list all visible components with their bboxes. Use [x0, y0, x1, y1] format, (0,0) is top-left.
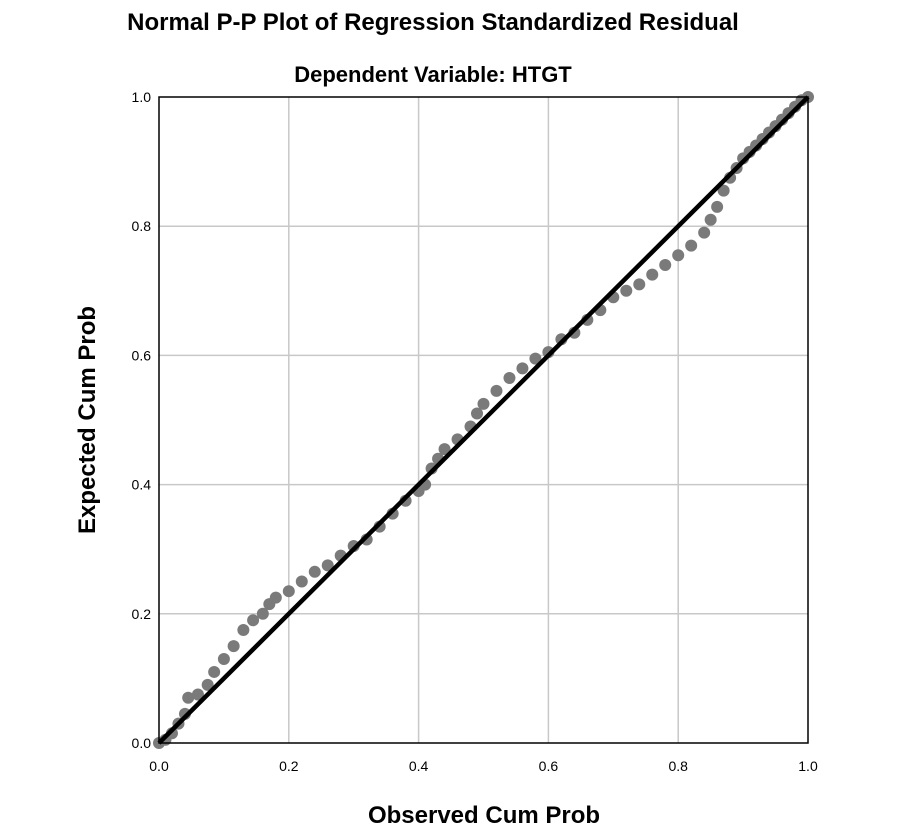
y-tick-label: 0.6	[132, 347, 152, 363]
x-axis-label: Observed Cum Prob	[368, 802, 600, 825]
x-tick-label: 0.0	[149, 758, 169, 774]
data-point	[503, 372, 516, 385]
y-tick-label: 1.0	[132, 89, 152, 105]
data-point	[698, 226, 711, 239]
data-point	[659, 258, 672, 271]
y-axis-label: Expected Cum Prob	[74, 306, 101, 534]
y-tick-label: 0.8	[132, 218, 152, 234]
data-point	[227, 640, 240, 653]
data-point	[672, 249, 685, 262]
data-point	[191, 688, 204, 701]
data-point	[295, 575, 308, 588]
data-point	[711, 200, 724, 213]
data-point	[471, 407, 484, 420]
x-tick-label: 0.8	[668, 758, 688, 774]
data-point	[217, 653, 230, 666]
data-point	[256, 607, 269, 620]
data-point	[247, 614, 260, 627]
data-point	[477, 397, 490, 410]
data-point	[516, 362, 529, 375]
tick-labels: 0.0 0.2 0.4 0.6 0.8 1.0 0.0 0.2 0.4 0.6 0.8 1.0	[132, 89, 818, 774]
data-point	[182, 691, 195, 704]
data-point	[208, 665, 221, 678]
data-point	[282, 585, 295, 598]
plot-area-border	[158, 96, 809, 744]
data-point	[717, 184, 730, 197]
data-point	[201, 678, 214, 691]
data-point	[620, 284, 633, 297]
data-point	[529, 352, 542, 365]
x-tick-label: 0.2	[279, 758, 299, 774]
y-tick-label: 0.0	[132, 735, 152, 751]
data-point	[321, 559, 334, 572]
data-point	[237, 623, 250, 636]
y-tick-label: 0.4	[132, 477, 152, 493]
chart-subtitle: Dependent Variable: HTGT	[294, 62, 572, 87]
reference-line	[157, 95, 810, 745]
data-point	[308, 565, 321, 578]
x-tick-label: 0.4	[409, 758, 429, 774]
data-point	[633, 278, 646, 291]
data-point	[438, 443, 451, 456]
x-tick-label: 0.6	[539, 758, 559, 774]
chart-title: Normal P-P Plot of Regression Standardiz…	[127, 9, 739, 36]
data-point	[646, 268, 659, 281]
y-tick-label: 0.2	[132, 606, 152, 622]
data-point	[490, 384, 503, 397]
data-point	[269, 591, 282, 604]
data-point	[685, 239, 698, 252]
data-point	[704, 213, 717, 226]
x-tick-label: 1.0	[798, 758, 818, 774]
